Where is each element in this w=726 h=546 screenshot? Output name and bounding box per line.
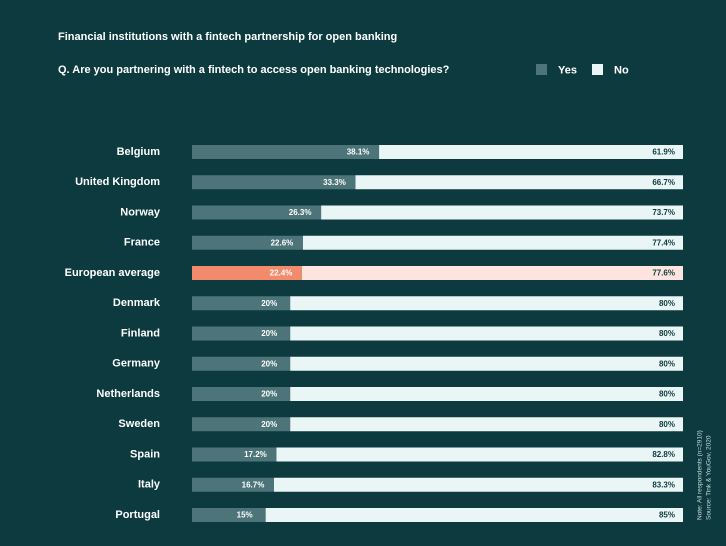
bar-segment (301, 266, 683, 280)
data-label: 33.3% (323, 178, 346, 187)
y-tick-label: Sweden (118, 418, 160, 430)
data-label: 85% (659, 511, 675, 520)
bar-segment (302, 235, 683, 250)
bar-segment (192, 447, 277, 462)
bar-segment (192, 296, 291, 311)
bar-segment (192, 175, 356, 190)
y-tick-label: Belgium (117, 146, 161, 158)
y-tick-label: Portugal (115, 509, 160, 521)
data-label: 80% (659, 420, 675, 429)
note: Source: Tink & YouGov, 2020 (706, 435, 713, 520)
data-label: 66.7% (652, 178, 675, 187)
data-label: 20% (261, 420, 277, 429)
bar-segment (290, 387, 683, 401)
bar-segment (290, 326, 683, 341)
bar-segment (321, 205, 683, 220)
bar-segment (276, 447, 683, 462)
data-label: 26.3% (289, 208, 312, 217)
y-tick-label: Norway (120, 206, 161, 218)
bar-segment (192, 205, 322, 220)
data-label: 77.4% (652, 238, 675, 247)
y-tick-label: Spain (130, 448, 160, 460)
bar-segment (192, 326, 291, 341)
y-tick-label: France (124, 237, 160, 249)
bar-segment (192, 387, 291, 401)
data-label: 73.7% (652, 208, 675, 217)
bar-segment (290, 296, 683, 311)
y-tick-label: Finland (121, 327, 160, 339)
data-label: 61.9% (652, 148, 675, 157)
bar-segment (192, 508, 266, 522)
data-label: 80% (659, 390, 675, 399)
note: Note: All respondents (n=2910) (697, 430, 704, 520)
data-label: 83.3% (652, 480, 675, 489)
chart-title: Financial institutions with a fintech pa… (58, 31, 397, 43)
y-tick-label: Denmark (113, 297, 161, 309)
legend-label: No (614, 64, 629, 76)
data-label: 22.4% (270, 269, 293, 278)
bar-segment (192, 235, 303, 250)
bar-segment (192, 145, 380, 159)
data-label: 20% (261, 359, 277, 368)
notes: Note: All respondents (n=2910) Source: Ti… (697, 430, 713, 520)
bar-segment (290, 356, 683, 371)
bar-segment (192, 417, 291, 432)
bar-segment (290, 417, 683, 432)
legend-swatch (592, 64, 603, 75)
y-tick-label: United Kingdom (75, 176, 160, 188)
bar-segment (355, 175, 683, 190)
y-tick-label: Italy (138, 479, 161, 491)
bar-segment (379, 145, 683, 159)
legend-label: Yes (558, 64, 577, 76)
chart-subtitle: Q. Are you partnering with a fintech to … (58, 64, 450, 76)
y-tick-label: Germany (112, 358, 161, 370)
bar-segment (192, 356, 291, 371)
data-label: 20% (261, 390, 277, 399)
data-label: 15% (237, 511, 253, 520)
legend-swatch (536, 64, 547, 75)
bar-segment (265, 508, 683, 522)
bar-segment (192, 477, 274, 492)
bar-segment (273, 477, 683, 492)
data-label: 20% (261, 299, 277, 308)
data-label: 20% (261, 329, 277, 338)
data-label: 80% (659, 359, 675, 368)
data-label: 22.6% (271, 238, 294, 247)
y-tick-label: European average (65, 267, 160, 279)
bar-segment (192, 266, 302, 280)
data-label: 16.7% (242, 480, 265, 489)
data-label: 17.2% (244, 450, 267, 459)
data-label: 38.1% (347, 148, 370, 157)
data-label: 80% (659, 299, 675, 308)
data-label: 80% (659, 329, 675, 338)
data-label: 82.8% (652, 450, 675, 459)
data-label: 77.6% (652, 269, 675, 278)
y-tick-label: Netherlands (96, 388, 160, 400)
